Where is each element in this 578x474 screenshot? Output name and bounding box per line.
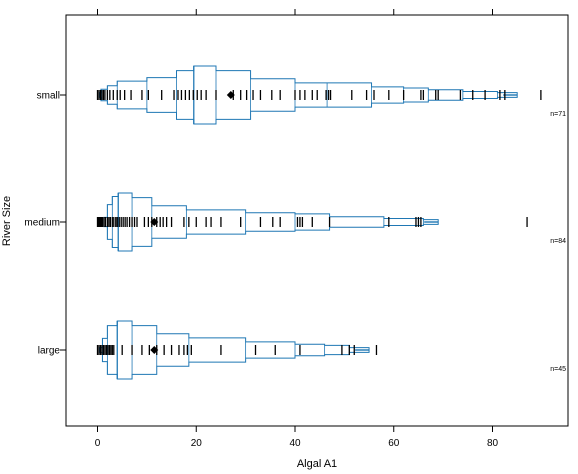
x-axis-title: Algal A1 (297, 458, 337, 470)
y-tick-label: large (38, 346, 61, 357)
y-axis: small medium large (24, 91, 66, 357)
series-layer: n=71 n=84 n=45 (96, 65, 566, 380)
y-axis-title: River Size (1, 196, 13, 246)
mean-marker (150, 218, 159, 226)
mean-marker (226, 91, 235, 99)
series-small: n=71 (96, 65, 566, 125)
x-tick-label: 40 (289, 438, 301, 449)
n-label: n=84 (550, 238, 566, 245)
x-tick-label: 80 (487, 438, 499, 449)
x-tick-label: 60 (388, 438, 400, 449)
plot-frame (65, 14, 569, 427)
y-tick-label: small (37, 91, 60, 102)
series-medium: n=84 (96, 192, 566, 252)
x-tick-label: 0 (95, 438, 101, 449)
series-large: n=45 (96, 320, 566, 380)
n-label: n=71 (550, 111, 566, 118)
quantile-outline (99, 320, 370, 380)
n-label: n=45 (550, 366, 566, 373)
x-axis-top (97, 9, 493, 15)
x-tick-label: 20 (191, 438, 203, 449)
mean-marker (150, 346, 159, 354)
x-axis-bottom: 0 20 40 60 80 (95, 426, 499, 449)
y-tick-label: medium (24, 218, 60, 229)
